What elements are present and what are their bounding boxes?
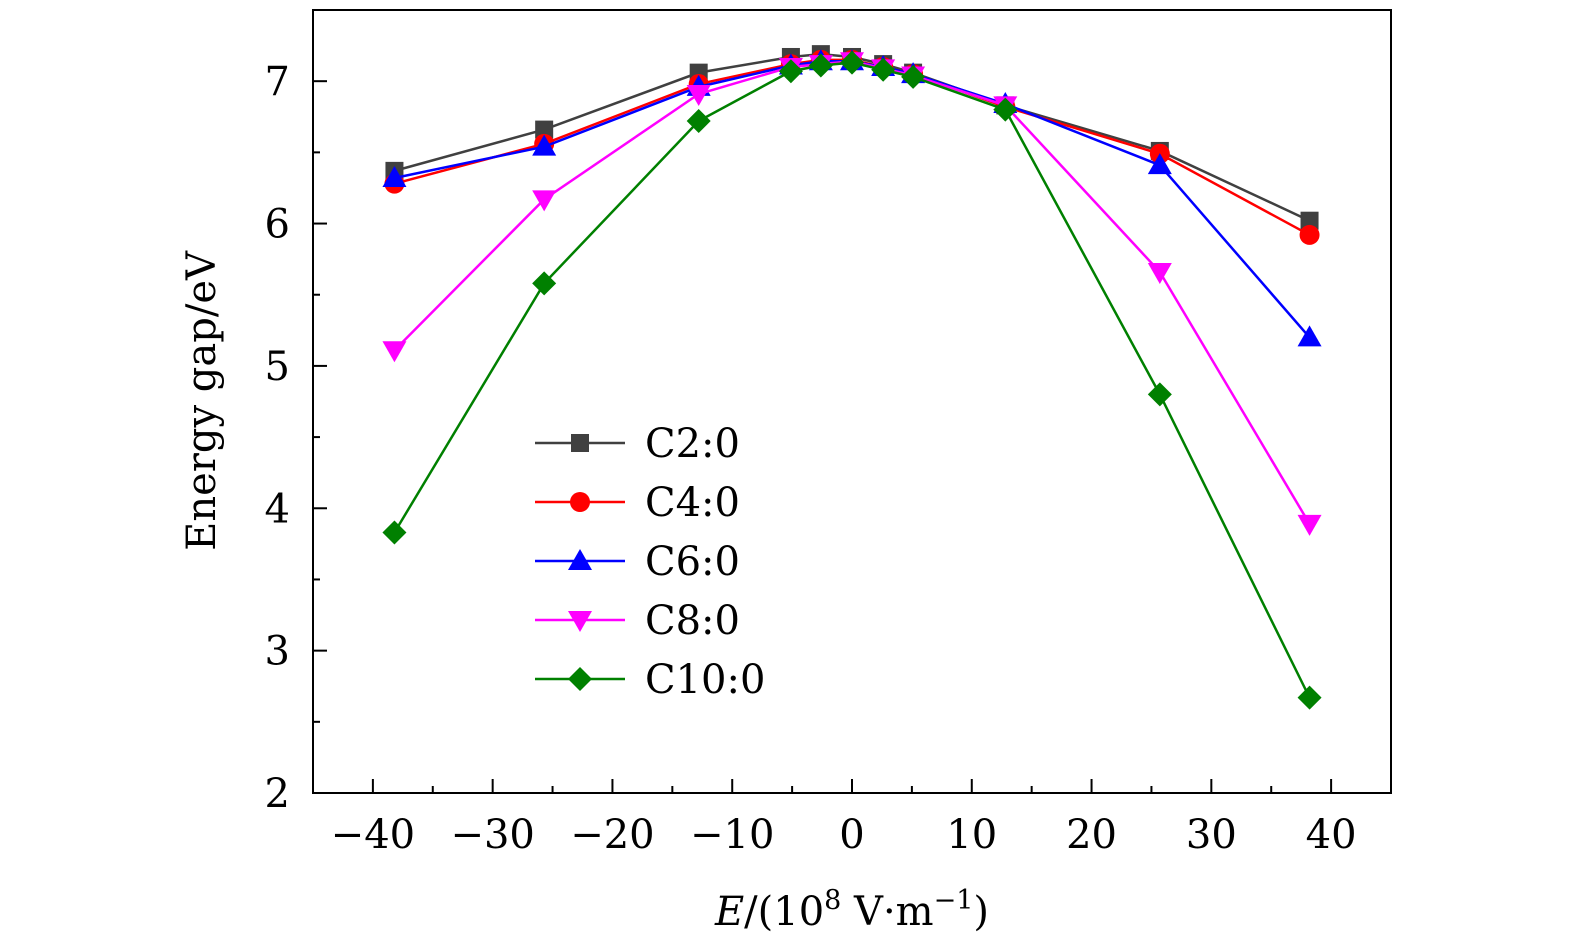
legend: C2:0 C4:0 C6:0 C8:0 C10:0 xyxy=(535,421,765,703)
x-axis-title-exponent: 8 xyxy=(824,885,841,916)
data-point xyxy=(840,50,864,75)
legend-label: C8:0 xyxy=(645,598,740,644)
series-line xyxy=(394,52,1311,222)
data-point xyxy=(1300,211,1319,230)
y-tick-label: 3 xyxy=(265,629,290,675)
data-point xyxy=(1297,325,1322,347)
data-point xyxy=(532,190,557,212)
data-point xyxy=(1147,262,1172,284)
legend-swatch-marker xyxy=(568,611,592,632)
data-point xyxy=(382,520,407,545)
x-tick-label: 0 xyxy=(839,812,864,858)
legend-swatch-marker xyxy=(571,434,589,452)
legend-item: C10:0 xyxy=(535,657,765,703)
y-tick-label: 4 xyxy=(265,486,290,532)
x-axis-title-unit: V·m xyxy=(841,889,933,935)
y-tick-label: 6 xyxy=(265,202,290,248)
plot-series xyxy=(382,45,1322,710)
legend-swatch-marker xyxy=(568,667,592,691)
legend-label: C10:0 xyxy=(645,657,765,703)
x-tick-label: −40 xyxy=(331,812,415,858)
axes: −40 −30 −20 −10 0 10 20 30 40 2 3 4 5 6 7 xyxy=(265,9,1392,858)
plot-frame xyxy=(312,9,1392,794)
data-point xyxy=(382,341,407,363)
legend-label: C6:0 xyxy=(645,539,740,585)
data-point xyxy=(686,109,711,134)
y-tick-label: 5 xyxy=(265,344,290,390)
data-point xyxy=(993,97,1018,122)
legend-item: C4:0 xyxy=(535,480,740,526)
x-tick-label: 20 xyxy=(1066,812,1117,858)
legend-label: C2:0 xyxy=(645,421,740,467)
data-point xyxy=(532,134,557,156)
x-axis-title-prefix: /(10 xyxy=(744,889,824,935)
legend-item: C8:0 xyxy=(535,598,740,644)
data-point xyxy=(808,53,833,78)
data-point xyxy=(1147,153,1172,175)
data-point xyxy=(1299,224,1320,245)
x-axis-title: E/(108 V·m−1) xyxy=(714,885,989,935)
x-axis-title-unit-exponent: −1 xyxy=(934,885,974,916)
x-tick-label: 10 xyxy=(946,812,997,858)
x-tick-label: −30 xyxy=(450,812,534,858)
series-line xyxy=(394,60,1311,339)
series-line xyxy=(393,59,1311,525)
x-tick-label: −20 xyxy=(570,812,654,858)
y-tick-label: 2 xyxy=(265,771,290,817)
x-tick-label: −10 xyxy=(690,812,774,858)
series-c8-0 xyxy=(382,52,1322,536)
data-point xyxy=(1297,685,1322,710)
data-point xyxy=(901,64,926,89)
data-point xyxy=(871,57,896,82)
series-line xyxy=(394,58,1311,237)
series-c10-0 xyxy=(382,50,1322,710)
x-tick-label: 30 xyxy=(1186,812,1237,858)
legend-item: C2:0 xyxy=(535,421,740,467)
data-point xyxy=(686,84,711,106)
legend-swatch-marker xyxy=(568,549,592,570)
x-axis-title-symbol: E xyxy=(714,889,744,935)
data-point xyxy=(1147,382,1172,407)
data-point xyxy=(535,120,554,139)
series-c4-0 xyxy=(384,49,1320,245)
legend-item: C6:0 xyxy=(535,539,740,585)
x-axis-title-suffix: ) xyxy=(973,889,989,935)
data-point xyxy=(1297,514,1322,536)
data-point xyxy=(382,165,407,187)
legend-label: C4:0 xyxy=(645,480,740,526)
x-tick-label: 40 xyxy=(1306,812,1357,858)
legend-swatch-marker xyxy=(570,492,590,512)
y-tick-label: 7 xyxy=(265,59,290,105)
y-axis-title: Energy gap/eV xyxy=(179,250,225,551)
data-point xyxy=(532,271,557,296)
series-c6-0 xyxy=(382,49,1322,347)
data-point xyxy=(778,59,803,84)
